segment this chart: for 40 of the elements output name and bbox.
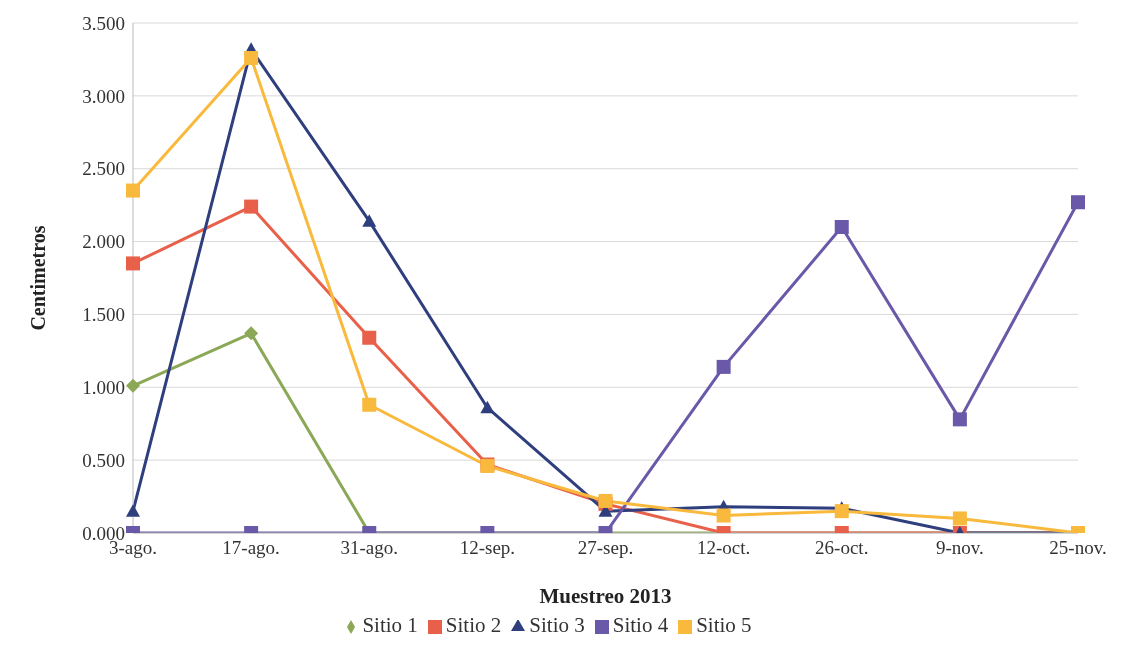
- legend-label: Sitio 2: [445, 613, 502, 637]
- x-tick-label: 12-sep.: [459, 537, 516, 559]
- legend-label: Sitio 5: [696, 613, 752, 637]
- y-tick-label: 3.500: [82, 12, 125, 34]
- x-tick-label: 27-sep.: [577, 537, 634, 559]
- x-axis-title: Muestreo 2013: [539, 584, 672, 608]
- x-tick-label: 9-nov.: [935, 537, 984, 559]
- point: [126, 504, 140, 517]
- point: [244, 199, 259, 214]
- point: [716, 359, 731, 374]
- point: [126, 378, 140, 393]
- y-tick-label: 3.000: [82, 85, 125, 107]
- point: [480, 400, 495, 414]
- x-tick-label: 26-oct.: [815, 537, 869, 559]
- x-tick-label: 12-oct.: [696, 537, 751, 559]
- point: [126, 256, 140, 271]
- x-tick-label: 17-ago.: [222, 537, 280, 559]
- point: [362, 330, 377, 345]
- point: [834, 220, 849, 234]
- point: [1071, 195, 1085, 210]
- point: [126, 183, 140, 198]
- y-tick-label: 2.000: [82, 231, 125, 253]
- point: [244, 326, 259, 341]
- y-tick-label: 1.500: [82, 304, 125, 326]
- point: [952, 412, 967, 427]
- point: [952, 511, 967, 526]
- y-tick-label: 2.500: [82, 158, 125, 180]
- y-tick-label: 0.500: [82, 449, 125, 471]
- legend-label: Sitio 4: [612, 613, 669, 637]
- legend-label: Sitio 3: [529, 613, 585, 637]
- point: [362, 397, 377, 412]
- y-tick-label: 1.000: [82, 377, 125, 399]
- y-axis-title: Centimetros: [27, 225, 50, 331]
- legend-label: Sitio 1: [362, 613, 418, 637]
- point: [362, 214, 377, 227]
- x-tick-label: 25-nov.: [1049, 537, 1107, 559]
- point: [716, 508, 731, 523]
- point: [834, 504, 849, 519]
- point: [244, 50, 259, 65]
- x-tick-label: 31-ago.: [340, 537, 399, 559]
